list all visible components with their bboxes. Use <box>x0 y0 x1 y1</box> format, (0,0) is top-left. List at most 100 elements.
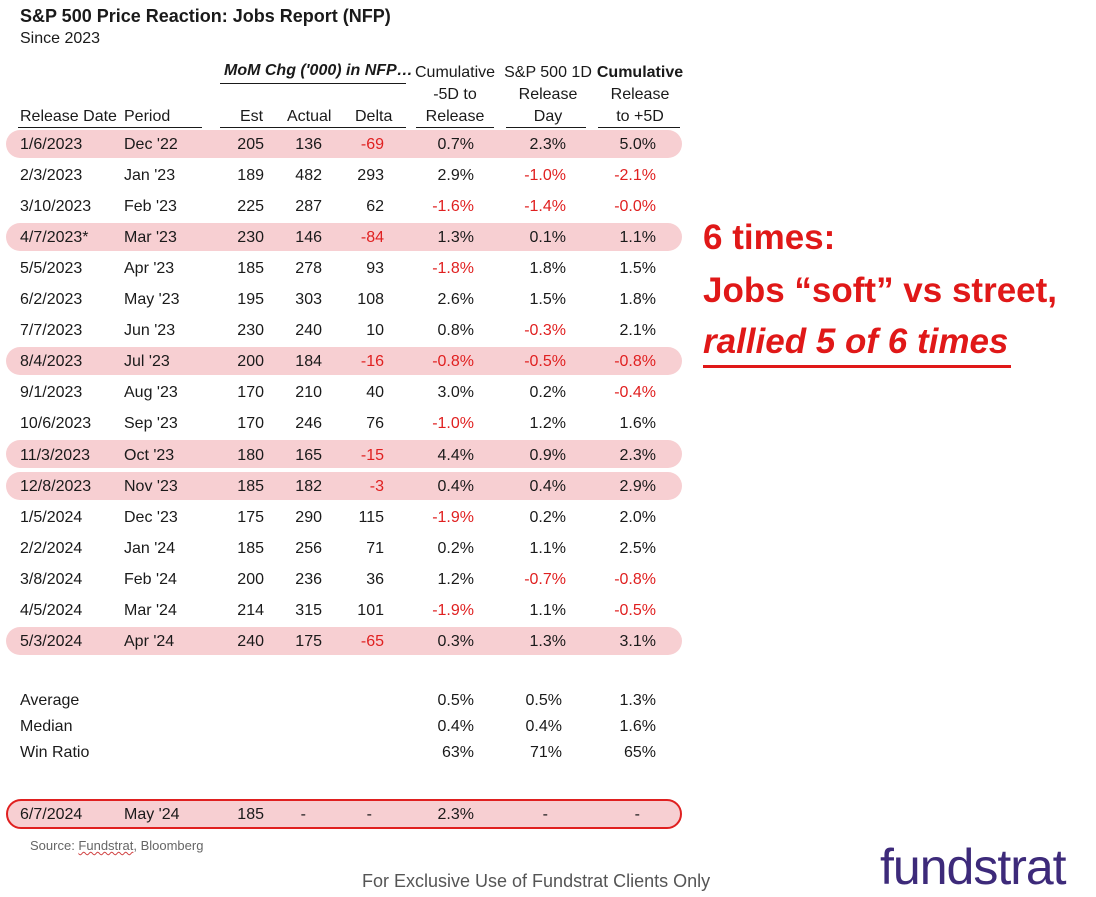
cell-sp1d: 0.4% <box>525 718 562 735</box>
cell-sp1d: 0.9% <box>529 447 566 464</box>
row-highlight <box>6 472 682 500</box>
cell-sp1d: 0.1% <box>529 229 566 246</box>
group-header-underline <box>220 83 406 84</box>
cell-sp1d: -1.4% <box>524 198 566 215</box>
cell-date: 1/6/2023 <box>20 136 83 153</box>
cell-date: 6/7/2024 <box>20 806 83 823</box>
cell-actual: 303 <box>295 291 322 308</box>
table-row: 2/2/2024 Jan '24 185 256 71 0.2% 1.1% 2.5% <box>0 533 700 564</box>
cell-sp1d: 1.1% <box>529 540 566 557</box>
table-row: 12/8/2023 Nov '23 185 182 -3 0.4% 0.4% 2.9% <box>0 471 700 502</box>
cell-date: 3/8/2024 <box>20 571 83 588</box>
cell-est: 180 <box>237 447 264 464</box>
cell-cum-plus5: 2.5% <box>619 540 656 557</box>
cell-est: 170 <box>237 415 264 432</box>
cell-delta: 10 <box>366 322 384 339</box>
header-underline <box>598 127 680 128</box>
cell-period: Feb '24 <box>124 571 177 588</box>
cell-date: 2/2/2024 <box>20 540 83 557</box>
callout-line-1: 6 times: <box>703 218 836 257</box>
cell-delta: 76 <box>366 415 384 432</box>
row-highlight <box>6 440 682 468</box>
cell-period: Dec '22 <box>124 136 178 153</box>
cell-cum-plus5: - <box>634 806 640 823</box>
cell-cum-minus5: -1.9% <box>432 602 474 619</box>
cell-est: 205 <box>237 136 264 153</box>
source-name: Fundstrat <box>78 838 134 853</box>
cell-period: Jan '24 <box>124 540 176 557</box>
group-header: MoM Chg ('000) in NFP… <box>224 62 413 79</box>
cell-sp1d: - <box>542 806 548 823</box>
cell-actual: 315 <box>295 602 322 619</box>
stat-row: Median 0.4% 0.4% 1.6% <box>0 714 700 740</box>
cell-period: Apr '24 <box>124 633 175 650</box>
cell-label: Win Ratio <box>20 744 90 761</box>
cell-period: Jul '23 <box>124 353 170 370</box>
cell-cum-minus5: 3.0% <box>437 384 474 401</box>
cell-cum-plus5: -2.1% <box>614 167 656 184</box>
cell-actual: 482 <box>295 167 322 184</box>
cell-actual: 210 <box>295 384 322 401</box>
cell-delta: 40 <box>366 384 384 401</box>
cell-period: Dec '23 <box>124 509 178 526</box>
cell-est: 185 <box>237 806 264 823</box>
cell-cum-minus5: 0.4% <box>437 718 474 735</box>
row-highlight <box>6 223 682 251</box>
cell-date: 4/5/2024 <box>20 602 83 619</box>
row-highlight <box>6 627 682 655</box>
cell-sp1d: 0.5% <box>525 692 562 709</box>
cell-actual: 184 <box>295 353 322 370</box>
cell-cum-minus5: 0.7% <box>437 136 474 153</box>
cell-cum-plus5: -0.8% <box>614 571 656 588</box>
cell-est: 230 <box>237 322 264 339</box>
cell-actual: 165 <box>295 447 322 464</box>
source-note: Source: Fundstrat, Bloomberg <box>30 838 203 853</box>
header-cum-minus5-l2: -5D to <box>433 86 477 103</box>
cell-actual: 146 <box>295 229 322 246</box>
header-sp1d-l3: Day <box>533 108 563 125</box>
cell-cum-plus5: -0.8% <box>614 353 656 370</box>
cell-period: Jun '23 <box>124 322 176 339</box>
table-row: 10/6/2023 Sep '23 170 246 76 -1.0% 1.2% 1.6% <box>0 408 700 439</box>
cell-delta: 293 <box>357 167 384 184</box>
cell-label: Median <box>20 718 73 735</box>
header-actual: Actual <box>287 108 332 125</box>
cell-delta: -16 <box>360 353 384 370</box>
cell-cum-minus5: 1.2% <box>437 571 474 588</box>
table-row: 1/5/2024 Dec '23 175 290 115 -1.9% 0.2% 2.0% <box>0 502 700 533</box>
cell-actual: 290 <box>295 509 322 526</box>
table-row: 5/5/2023 Apr '23 185 278 93 -1.8% 1.8% 1.5% <box>0 253 700 284</box>
cell-cum-plus5: 2.9% <box>619 478 656 495</box>
cell-date: 6/2/2023 <box>20 291 83 308</box>
cell-sp1d: 0.2% <box>529 384 566 401</box>
table-row: 3/8/2024 Feb '24 200 236 36 1.2% -0.7% -0.8% <box>0 564 700 595</box>
header-cum-minus5-l1: Cumulative <box>414 64 496 81</box>
cell-date: 4/7/2023* <box>20 229 89 246</box>
header-cum-minus5-l3: Release <box>425 108 485 125</box>
cell-date: 2/3/2023 <box>20 167 83 184</box>
cell-actual: 136 <box>295 136 322 153</box>
cell-period: Mar '23 <box>124 229 177 246</box>
callout-line-2: Jobs “soft” vs street, <box>703 271 1057 310</box>
cell-cum-minus5: 2.3% <box>437 806 474 823</box>
cell-delta: 93 <box>366 260 384 277</box>
cell-est: 175 <box>237 509 264 526</box>
table-row: 6/2/2023 May '23 195 303 108 2.6% 1.5% 1.8% <box>0 284 700 315</box>
header-delta: Delta <box>355 108 393 125</box>
cell-actual: 175 <box>295 633 322 650</box>
header-release-date: Release Date <box>20 108 117 125</box>
cell-actual: 236 <box>295 571 322 588</box>
cell-period: Oct '23 <box>124 447 175 464</box>
cell-cum-minus5: 4.4% <box>437 447 474 464</box>
table-row: 7/7/2023 Jun '23 230 240 10 0.8% -0.3% 2.1% <box>0 315 700 346</box>
cell-actual: 246 <box>295 415 322 432</box>
cell-cum-minus5: 0.8% <box>437 322 474 339</box>
cell-cum-plus5: 5.0% <box>619 136 656 153</box>
source-prefix: Source: <box>30 838 79 853</box>
cell-period: May '23 <box>124 291 180 308</box>
cell-cum-plus5: 1.8% <box>619 291 656 308</box>
cell-cum-plus5: -0.0% <box>614 198 656 215</box>
cell-sp1d: 1.3% <box>529 633 566 650</box>
header-sp1d-l1: S&P 500 1D <box>504 64 592 81</box>
header-cum-plus5-l2: Release <box>610 86 670 103</box>
